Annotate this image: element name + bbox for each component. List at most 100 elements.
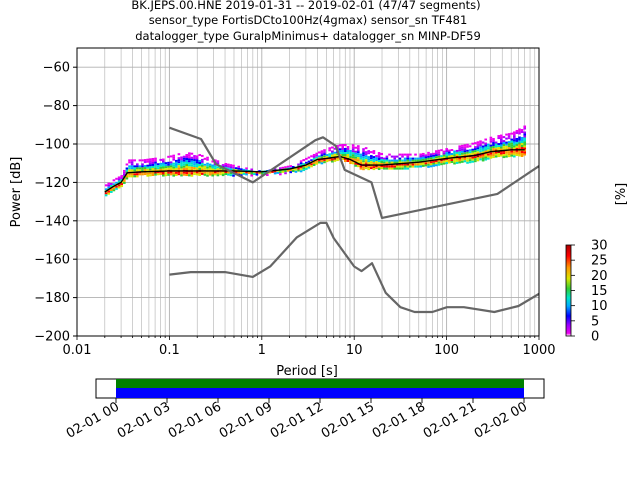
psd-cell [351, 162, 355, 165]
psd-cell [323, 161, 326, 164]
psd-cell [110, 184, 113, 187]
psd-cell [427, 165, 430, 168]
coverage-bars [116, 379, 524, 398]
psd-cell [375, 165, 378, 168]
psd-cell [247, 171, 251, 174]
psd-cell [185, 162, 189, 165]
psd-cell [500, 134, 503, 137]
psd-cell [180, 164, 183, 167]
psd-cell [190, 170, 194, 173]
psd-cell [341, 148, 345, 150]
psd-cell [401, 155, 404, 158]
psd-cell [398, 167, 402, 170]
psd-cell [466, 161, 469, 164]
psd-cell [500, 150, 503, 153]
psd-cell [523, 139, 527, 142]
psd-cell [172, 170, 176, 173]
psd-cell [216, 160, 220, 163]
psd-cell [123, 181, 126, 184]
psd-cell [385, 155, 389, 158]
psd-cell [297, 169, 300, 172]
psd-cell [448, 155, 451, 158]
psd-cell [416, 165, 420, 168]
psd-cell [107, 190, 111, 193]
psd-cell [414, 153, 417, 156]
psd-cell [188, 164, 191, 167]
psd-cell [341, 152, 345, 154]
psd-cell [427, 161, 430, 164]
y-tick-label: −60 [43, 61, 70, 76]
psd-cell [323, 153, 326, 156]
psd-cell [362, 148, 365, 151]
psd-cell [442, 150, 446, 153]
psd-cell [396, 165, 399, 168]
psd-cell [523, 127, 527, 130]
psd-cell [188, 162, 191, 165]
psd-cell [453, 152, 456, 155]
psd-cell [515, 139, 519, 142]
psd-cell [461, 156, 464, 159]
psd-cell [201, 154, 204, 157]
psd-cell [507, 151, 511, 154]
psd-cell [445, 162, 449, 165]
psd-cell [198, 172, 202, 175]
psd-cell [208, 167, 212, 170]
psd-cell [448, 153, 451, 156]
psd-cell [502, 144, 506, 147]
psd-cell [307, 164, 311, 167]
psd-cell [214, 171, 217, 174]
psd-cell [523, 133, 527, 136]
psd-cell [414, 165, 417, 168]
psd-cell [442, 156, 446, 159]
psd-cell [193, 157, 196, 160]
psd-cell [138, 159, 142, 162]
psd-cell [206, 164, 209, 167]
psd-cell [487, 147, 490, 150]
psd-cell [138, 167, 142, 170]
psd-cell [510, 142, 514, 145]
psd-cell [385, 157, 389, 160]
psd-cell [323, 159, 326, 162]
psd-cell [507, 133, 511, 136]
psd-cell [323, 155, 326, 158]
psd-cell [479, 154, 482, 157]
psd-cell [406, 155, 410, 158]
psd-cell [143, 169, 147, 172]
psd-cell [362, 156, 365, 159]
psd-cell [128, 159, 131, 162]
psd-cell [273, 172, 277, 175]
psd-cell [182, 157, 186, 160]
psd-cell [104, 184, 108, 187]
psd-cell [344, 148, 347, 150]
psd-cell [107, 186, 111, 189]
psd-cell [432, 152, 436, 155]
psd-cell [372, 166, 376, 169]
psd-cell [201, 168, 204, 171]
psd-cell [193, 159, 196, 162]
psd-cell [458, 145, 462, 148]
psd-cell [159, 158, 163, 161]
psd-cell [151, 171, 155, 174]
psd-cell [437, 161, 441, 164]
psd-cell [188, 158, 191, 161]
psd-cell [445, 154, 449, 157]
psd-cell [128, 161, 131, 164]
psd-cell [494, 153, 498, 156]
psd-cell [409, 157, 412, 160]
psd-cell [432, 162, 436, 165]
psd-cell [198, 162, 202, 165]
psd-cell [167, 163, 170, 166]
psd-cell [149, 162, 152, 165]
psd-cell [429, 155, 433, 158]
title-line-2: sensor_type FortisDCto100Hz(4gmax) senso… [149, 13, 468, 27]
psd-cell [515, 153, 519, 156]
psd-cell [440, 157, 443, 160]
psd-cell [294, 170, 298, 173]
psd-cell [484, 148, 488, 151]
psd-cell [338, 150, 342, 153]
psd-cell [211, 166, 215, 169]
psd-cell [476, 143, 480, 146]
psd-cell [336, 157, 339, 160]
psd-cell [302, 167, 306, 170]
psd-cell [354, 154, 358, 157]
